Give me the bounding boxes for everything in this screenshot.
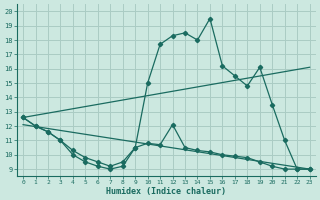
X-axis label: Humidex (Indice chaleur): Humidex (Indice chaleur) bbox=[106, 187, 226, 196]
